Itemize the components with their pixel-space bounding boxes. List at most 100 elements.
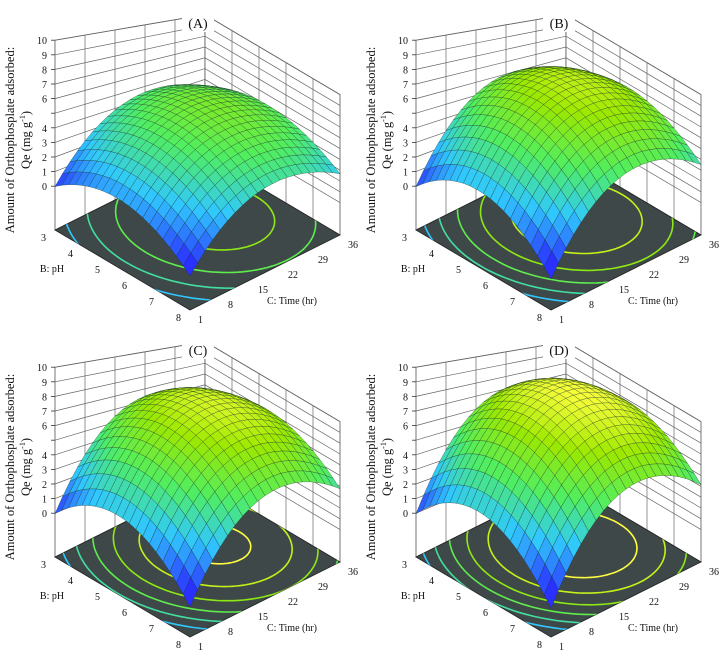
z-tick-label: 2 (403, 480, 408, 491)
z-tick-label: 2 (42, 480, 47, 491)
z-axis-unit-end: ) (19, 111, 33, 115)
time-tick-label: 8 (228, 300, 233, 311)
ph-tick-label: 8 (176, 640, 181, 651)
z-tick-label: 1 (403, 168, 408, 179)
wall-gridline-z (54, 68, 341, 149)
time-tick-label: 15 (258, 285, 268, 296)
ph-tick-label: 5 (95, 265, 100, 276)
ph-tick-label: 3 (402, 233, 407, 244)
contour-line (418, 482, 701, 632)
surface-plot-d: 0 1 2 3 4 6 7 8 9 10 3 4 5 6 7 8 1 8 15 22 29 36 B: pH C: Time … (361, 327, 722, 655)
time-tick-label: 8 (228, 627, 233, 638)
response-surface (415, 66, 702, 280)
z-tick-label: 4 (42, 124, 47, 135)
z-axis-title-line1: Amount of Orthophosplate adsorbed: (364, 47, 378, 233)
z-tick-label: 6 (403, 95, 408, 106)
z-tick-label: 8 (403, 392, 408, 403)
time-tick-label: 15 (619, 612, 629, 623)
z-tick-label: 9 (403, 378, 408, 389)
z-tick-label: 3 (403, 138, 408, 149)
time-axis-title: C: Time (hr) (628, 296, 678, 307)
surface-patch (183, 576, 198, 608)
wall-gridline-z (54, 46, 341, 128)
wall-gridline-z (54, 362, 341, 444)
panel-title-background (543, 14, 575, 32)
ph-tick-label: 4 (68, 576, 73, 587)
z-axis-title: Amount of Orthophosplate adsorbed: Qe (mg… (3, 374, 33, 560)
time-tick-label: 15 (258, 612, 268, 623)
ph-axis-title: B: pH (40, 264, 64, 275)
z-axis-title-line2: Qe (mg g-1) (379, 438, 394, 496)
surface-plot-a-svg: 0 1 2 3 4 6 7 8 9 10 3 4 5 6 7 8 1 8 15 22 29 36 B: pH C: Time … (3, 13, 358, 326)
time-tick-label: 15 (619, 285, 629, 296)
surface-plot-c-svg: 0 1 2 3 4 6 7 8 9 10 3 4 5 6 7 8 1 8 15 22 29 36 B: pH C: Time … (3, 340, 358, 653)
panel-title-background (182, 14, 214, 32)
z-tick-label: 7 (42, 80, 47, 91)
surface-plot-b: 0 1 2 3 4 6 7 8 9 10 3 4 5 6 7 8 1 8 15 22 29 36 B: pH C: Time … (361, 0, 722, 328)
z-axis-title: Amount of Orthophosplate adsorbed: Qe (mg… (3, 47, 33, 233)
time-axis-title: C: Time (hr) (628, 623, 678, 634)
z-tick-label: 2 (403, 153, 408, 164)
wall-gridline-z (54, 35, 341, 117)
z-tick-label: 8 (42, 392, 47, 403)
wall-gridline-z (415, 35, 702, 117)
ph-tick-label: 7 (149, 624, 154, 635)
ph-tick-label: 8 (537, 640, 542, 651)
z-axis-title-line1: Amount of Orthophosplate adsorbed: (3, 47, 17, 233)
z-tick-label: 10 (37, 36, 47, 47)
z-axis-title-line2: Qe (mg g-1) (379, 111, 394, 169)
z-axis-title: Amount of Orthophosplate adsorbed: Qe (mg… (364, 47, 394, 233)
time-tick-label: 29 (679, 582, 689, 593)
z-axis-unit-main: Qe (mg g (380, 121, 394, 169)
ph-tick-label: 6 (483, 608, 488, 619)
panel-title-background (182, 341, 214, 359)
z-axis-title-line2: Qe (mg g-1) (18, 111, 33, 169)
time-axis-title: C: Time (hr) (267, 623, 317, 634)
z-axis-title-line2: Qe (mg g-1) (18, 438, 33, 496)
z-axis-unit-sup: -1 (18, 442, 27, 449)
surface-plot-a: 0 1 2 3 4 6 7 8 9 10 3 4 5 6 7 8 1 8 15 22 29 36 B: pH C: Time … (0, 0, 361, 328)
surface-plot-d-svg: 0 1 2 3 4 6 7 8 9 10 3 4 5 6 7 8 1 8 15 22 29 36 B: pH C: Time … (364, 340, 719, 653)
panel-title-background (543, 341, 575, 359)
z-axis-unit-main: Qe (mg g (19, 448, 33, 496)
time-tick-label: 36 (348, 567, 358, 578)
time-axis-title: C: Time (hr) (267, 296, 317, 307)
time-tick-label: 29 (318, 255, 328, 266)
z-tick-label: 4 (403, 124, 408, 135)
z-axis-title: Amount of Orthophosplate adsorbed: Qe (mg… (364, 374, 394, 560)
ph-tick-label: 5 (456, 592, 461, 603)
ph-axis-title: B: pH (40, 591, 64, 602)
ph-tick-label: 7 (149, 297, 154, 308)
z-tick-label: 1 (42, 495, 47, 506)
time-tick-label: 36 (709, 240, 719, 251)
time-tick-label: 1 (559, 315, 564, 326)
time-tick-label: 1 (198, 642, 203, 653)
z-tick-label: 9 (403, 51, 408, 62)
surface-patch (544, 575, 559, 610)
response-surface (415, 377, 702, 610)
wall-gridline-z (415, 46, 702, 128)
z-tick-label: 0 (42, 509, 47, 520)
time-tick-label: 22 (649, 270, 659, 281)
surface-plot-b-svg: 0 1 2 3 4 6 7 8 9 10 3 4 5 6 7 8 1 8 15 22 29 36 B: pH C: Time … (364, 13, 719, 326)
z-tick-label: 1 (42, 168, 47, 179)
z-tick-label: 3 (403, 465, 408, 476)
z-tick-label: 10 (398, 36, 408, 47)
response-surface (54, 84, 341, 277)
z-axis-unit-sup: -1 (379, 442, 388, 449)
z-tick-label: 0 (403, 509, 408, 520)
ph-tick-label: 4 (68, 249, 73, 260)
ph-tick-label: 8 (176, 313, 181, 324)
z-tick-label: 7 (403, 407, 408, 418)
z-tick-label: 3 (42, 138, 47, 149)
z-tick-label: 10 (37, 363, 47, 374)
z-axis-title-line1: Amount of Orthophosplate adsorbed: (364, 374, 378, 560)
z-axis-unit-end: ) (380, 438, 394, 442)
time-tick-label: 22 (649, 597, 659, 608)
time-tick-label: 22 (288, 270, 298, 281)
ph-tick-label: 3 (41, 560, 46, 571)
z-tick-label: 0 (403, 182, 408, 193)
ph-tick-label: 3 (402, 560, 407, 571)
z-tick-label: 4 (42, 451, 47, 462)
z-axis-unit-main: Qe (mg g (380, 448, 394, 496)
